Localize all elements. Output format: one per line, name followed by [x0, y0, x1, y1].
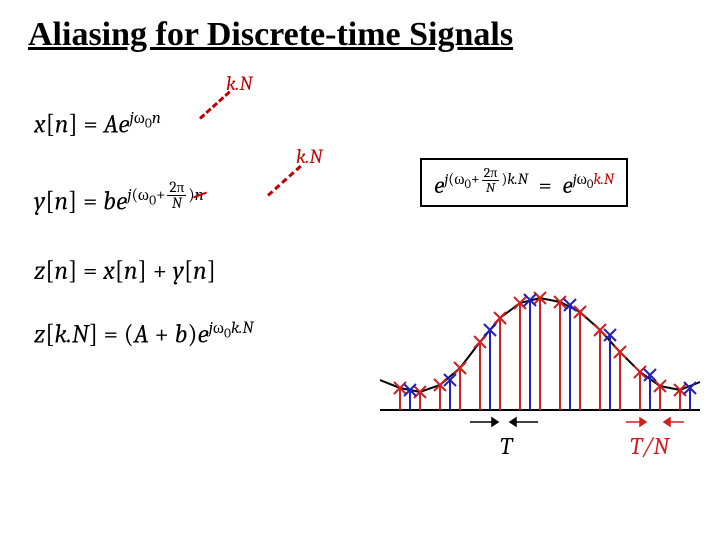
eq-z2: z[k.N] = (A + b)ejω0k.N [34, 318, 253, 350]
blue-samples [404, 294, 696, 410]
eq-z1-lhs: z[n] [34, 256, 77, 286]
eq-y-lhs: y[n] [34, 186, 77, 216]
boxed-identity: ej(ω0+2πN)k.N = ejω0k.N [420, 158, 628, 207]
aliasing-graph: T T/N [370, 250, 710, 470]
eq-y: y[n] = bej(ω0+2πN)n [34, 180, 204, 216]
T-spacing-arrows [470, 418, 538, 426]
axis-label-T: T [500, 432, 514, 460]
leader-1 [199, 91, 231, 120]
red-samples [394, 292, 686, 410]
TN-spacing-arrows [626, 418, 684, 426]
eq-x: x[n] = Aejω0n [34, 108, 161, 140]
eq-z2-lhs: z[k.N] [34, 320, 98, 350]
eq-x-lhs: x[n] [34, 110, 78, 140]
leader-2 [267, 165, 302, 197]
eq-z1: z[n] = x[n] + y[n] [34, 256, 216, 286]
page-title: Aliasing for Discrete-time Signals [28, 16, 513, 54]
axis-label-TN: T/N [630, 432, 670, 460]
boxed-kN-red: k.N [593, 170, 614, 188]
